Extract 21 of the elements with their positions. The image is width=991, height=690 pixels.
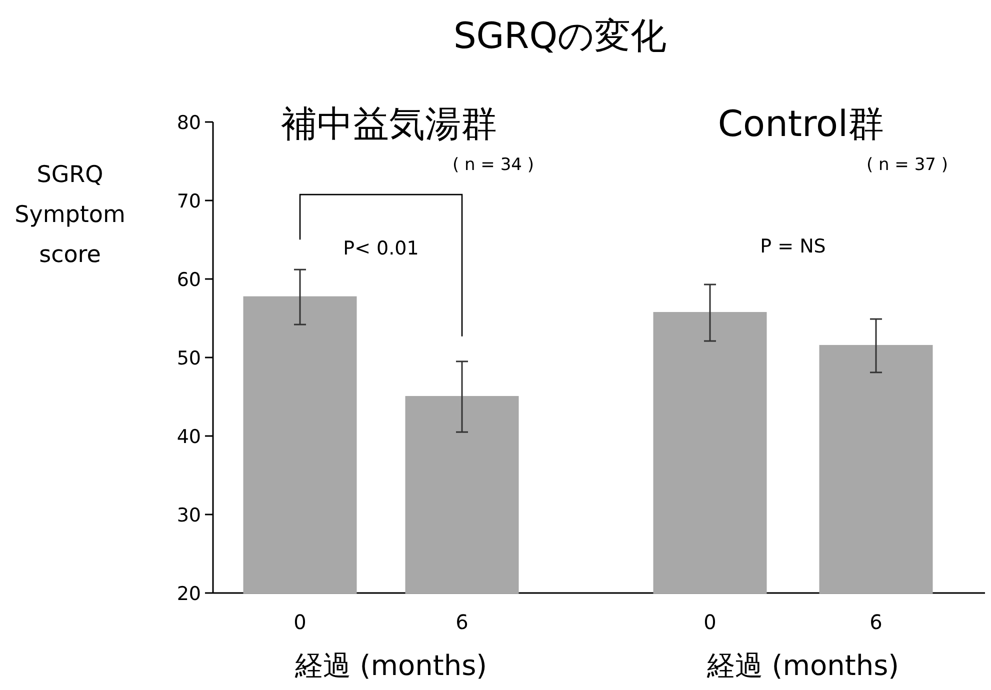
y-tick-label: 30 xyxy=(176,504,201,526)
annotation: Control群 xyxy=(718,104,884,145)
y-tick-label: 60 xyxy=(176,269,201,291)
annotation: P = NS xyxy=(760,235,826,258)
annotation: ( n = 37 ) xyxy=(866,155,948,175)
x-axis-title: 経過 (months) xyxy=(294,649,488,682)
annotation: 補中益気湯群 xyxy=(281,104,497,145)
annotation: ( n = 34 ) xyxy=(452,155,534,175)
chart-title: SGRQの変化 xyxy=(453,16,667,57)
y-tick-label: 50 xyxy=(176,348,201,370)
x-tick-label: 0 xyxy=(704,610,716,634)
y-tick-label: 80 xyxy=(176,112,201,134)
y-tick-label: 20 xyxy=(176,583,201,605)
y-tick-label: 70 xyxy=(176,190,201,212)
annotation: P< 0.01 xyxy=(343,238,419,260)
text: 経過 (months) xyxy=(706,649,900,682)
y-axis-title: SGRQ Symptom score xyxy=(14,161,126,270)
y-tick-label: 40 xyxy=(176,426,201,448)
x-tick-label: 6 xyxy=(456,610,468,634)
x-tick-label: 6 xyxy=(870,610,882,634)
x-tick-label: 0 xyxy=(294,610,306,634)
